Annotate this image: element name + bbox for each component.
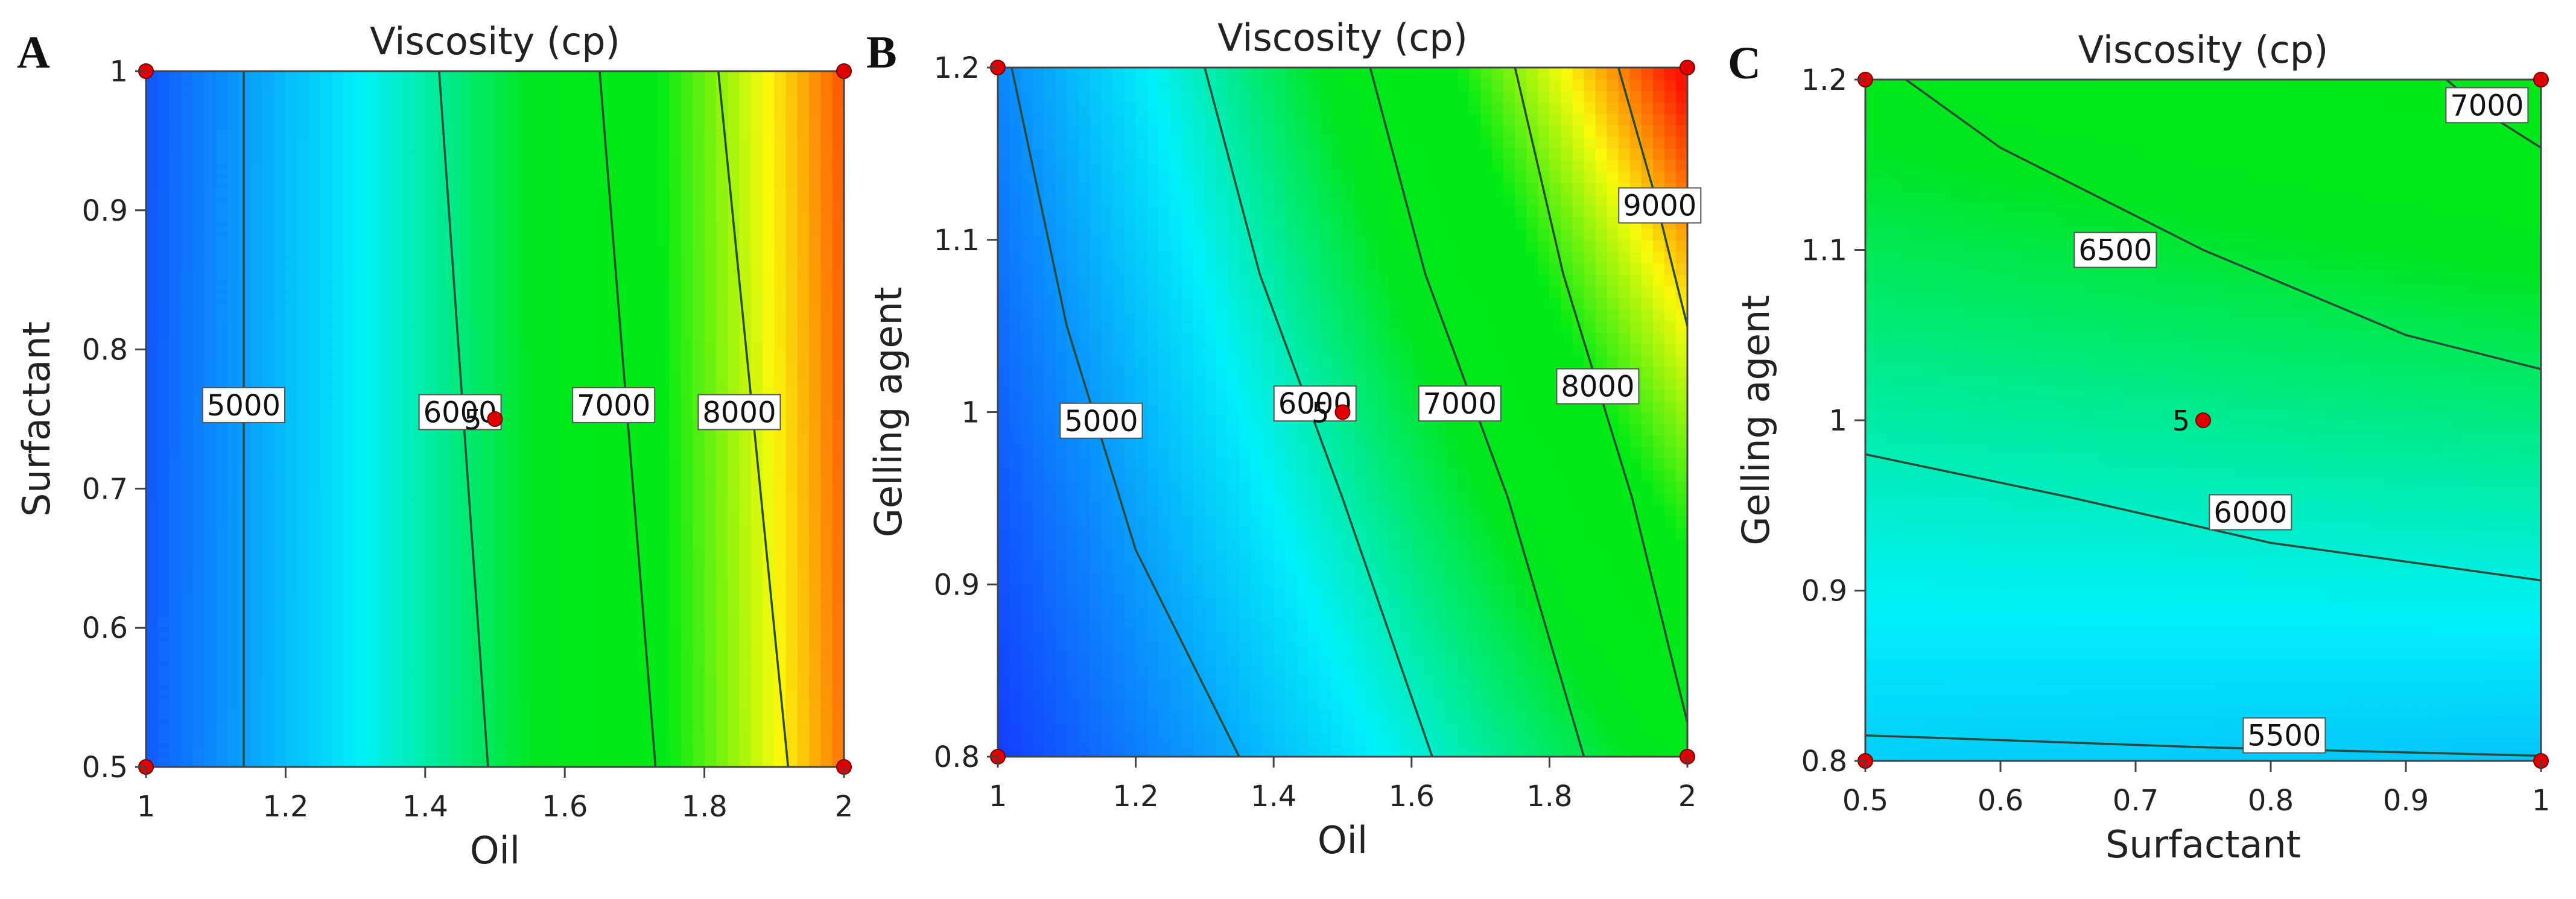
contour-label-box (1618, 187, 1702, 224)
contour-label-6000: 6000 (2213, 496, 2287, 530)
panel-letter: B (866, 27, 897, 78)
y-tick-label: 1.1 (1801, 234, 1847, 268)
y-tick-label: 0.9 (82, 194, 128, 228)
x-tick-label: 0.6 (1978, 784, 2023, 818)
contour-label-box (2445, 87, 2529, 124)
contour-label-8000: 8000 (1561, 370, 1634, 404)
y-axis-label: Surfactant (14, 321, 59, 517)
contour-label-box (2209, 494, 2292, 531)
x-tick-label: 2 (835, 790, 854, 824)
design-point (487, 411, 503, 427)
contour-label-box (418, 394, 502, 431)
panel-A: 5000 6000 7000 8000 5 1 1.2 1.4 1.6 1.8 2 0.5 0.6 0.7… (14, 19, 853, 872)
panel-letter: C (1728, 38, 1761, 89)
x-tick-label: 1 (2532, 784, 2551, 818)
x-axis-label: Oil (1318, 818, 1368, 862)
x-axis-label: Oil (470, 828, 520, 872)
center-point-count: 5 (464, 403, 481, 436)
y-tick-label: 0.6 (82, 611, 128, 645)
contour-label-7000: 7000 (2450, 89, 2524, 122)
y-tick-label: 0.5 (82, 751, 128, 784)
design-point (836, 63, 852, 79)
y-axis-label: Gelling agent (1734, 295, 1778, 545)
contour-label-box (1059, 402, 1143, 439)
x-tick-label: 0.9 (2383, 784, 2429, 818)
plot-frame (145, 70, 845, 768)
y-tick-label: 1.2 (934, 51, 980, 85)
x-tick-label: 0.5 (1842, 784, 1888, 818)
x-tick-label: 1.2 (1112, 780, 1158, 813)
center-point-count: 5 (1312, 397, 1329, 429)
chart-title: Viscosity (cp) (1217, 16, 1468, 60)
y-tick-label: 0.8 (82, 333, 128, 367)
y-tick-label: 0.8 (1801, 745, 1847, 778)
y-tick-label: 1 (961, 396, 980, 430)
contour-label-5000: 5000 (1064, 405, 1138, 438)
center-point-count: 5 (2172, 405, 2190, 437)
design-point (1680, 60, 1695, 75)
contour-fill-A (146, 71, 844, 767)
contour-label-7000: 7000 (1423, 387, 1497, 421)
contour-label-box (1556, 368, 1640, 405)
x-tick-label: 1.4 (402, 790, 448, 824)
panel-letter: A (17, 27, 50, 78)
x-tick-label: 1 (989, 780, 1007, 813)
contour-label-box (697, 394, 781, 431)
contour-line-6000 (1865, 453, 2541, 582)
contour-label-7000: 7000 (577, 389, 650, 423)
contour-label-box (572, 386, 656, 423)
contour-label-box (1418, 385, 1502, 422)
x-tick-label: 1 (137, 790, 156, 824)
contour-label-6500: 6500 (2078, 234, 2152, 268)
chart-title: Viscosity (cp) (2078, 28, 2329, 72)
contour-label-5500: 5500 (2247, 719, 2321, 753)
design-point (1334, 404, 1351, 420)
contour-label-6000: 6000 (424, 396, 497, 429)
design-point (2195, 412, 2211, 428)
panel-C: 5500 6000 6500 7000 5 0.5 0.6 0.7 0.8 0.9 1 0.8 0.9 1… (1728, 28, 2550, 866)
contour-label-box (2073, 232, 2157, 268)
y-tick-label: 1.1 (934, 224, 980, 257)
y-tick-label: 0.7 (82, 472, 128, 506)
x-tick-label: 1.8 (1526, 780, 1572, 813)
contour-line-5500 (1865, 734, 2541, 757)
x-tick-label: 1.6 (1389, 780, 1435, 813)
design-point (2533, 72, 2549, 87)
x-tick-label: 1.2 (262, 790, 308, 824)
contour-line-6500 (1905, 80, 2541, 370)
y-tick-label: 0.9 (934, 568, 980, 602)
x-tick-label: 1.4 (1251, 780, 1296, 813)
y-tick-label: 1.2 (1801, 63, 1847, 97)
contour-label-5000: 5000 (207, 389, 281, 423)
x-tick-label: 0.8 (2248, 784, 2294, 818)
contour-label-8000: 8000 (702, 396, 776, 429)
contour-label-box (2242, 717, 2326, 754)
x-tick-label: 1.8 (681, 790, 727, 824)
y-tick-label: 0.9 (1801, 575, 1847, 608)
chart-title: Viscosity (cp) (370, 19, 620, 63)
x-tick-label: 1.6 (542, 790, 588, 824)
y-tick-label: 1 (1829, 404, 1847, 438)
contour-fill-C (1865, 80, 2541, 761)
x-tick-label: 0.7 (2113, 784, 2159, 818)
x-tick-label: 2 (1678, 780, 1697, 813)
contour-label-9000: 9000 (1623, 189, 1696, 223)
y-axis-label: Gelling agent (866, 287, 910, 537)
x-axis-label: Surfactant (2105, 822, 2301, 866)
y-tick-label: 0.8 (934, 740, 980, 774)
contour-label-box (201, 386, 285, 423)
y-tick-label: 1 (109, 55, 128, 89)
